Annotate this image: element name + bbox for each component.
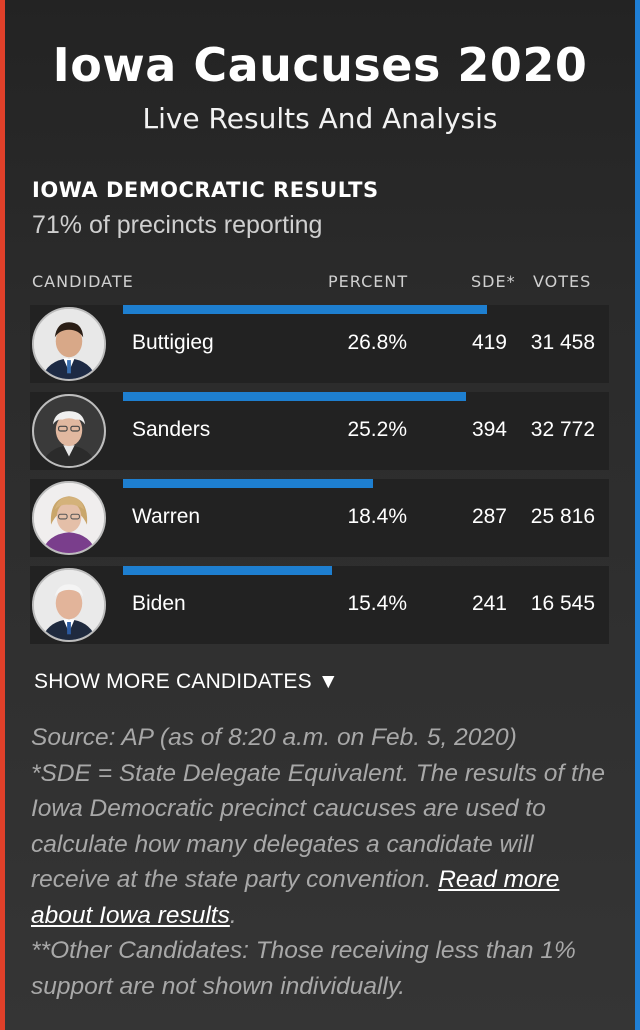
results-notes: Source: AP (as of 8:20 a.m. on Feb. 5, 2… — [31, 720, 611, 1004]
candidate-votes: 16 545 — [530, 592, 595, 615]
table-row: Biden 15.4% 241 16 545 — [30, 566, 609, 644]
candidate-name: Biden — [132, 592, 186, 615]
percent-bar — [123, 392, 466, 401]
sde-note-text: *SDE = State Delegate Equivalent. The re… — [31, 759, 606, 894]
show-more-candidates-button[interactable]: SHOW MORE CANDIDATES ▼ — [34, 670, 339, 693]
column-header-votes: VOTES — [533, 272, 592, 291]
candidate-votes: 25 816 — [530, 505, 595, 528]
left-accent-stripe — [0, 0, 5, 1030]
percent-bar — [123, 479, 374, 488]
candidate-sde: 287 — [471, 505, 507, 528]
page-title: Iowa Caucuses 2020 — [52, 38, 588, 92]
table-row: Buttigieg 26.8% 419 31 458 — [30, 305, 609, 383]
candidate-sde: 419 — [471, 331, 507, 354]
candidate-photo-avatar — [32, 307, 106, 381]
source-note: Source: AP (as of 8:20 a.m. on Feb. 5, 2… — [31, 724, 517, 751]
candidate-photo-avatar — [32, 394, 106, 468]
percent-bar — [123, 566, 333, 575]
candidate-sde: 394 — [471, 418, 507, 441]
other-candidates-note: **Other Candidates: Those receiving less… — [31, 937, 576, 1000]
candidate-name: Buttigieg — [132, 331, 214, 354]
percent-bar — [123, 305, 488, 314]
sde-note-end: . — [229, 901, 237, 929]
section-title: IOWA DEMOCRATIC RESULTS — [32, 178, 379, 202]
candidate-votes: 31 458 — [530, 331, 595, 354]
column-header-sde: SDE* — [471, 272, 516, 291]
column-header-percent: PERCENT — [328, 272, 409, 291]
candidate-percent: 15.4% — [347, 592, 407, 615]
candidate-percent: 18.4% — [347, 505, 407, 528]
candidate-name: Sanders — [132, 418, 211, 441]
candidate-photo-avatar — [32, 568, 106, 642]
candidate-percent: 26.8% — [347, 331, 407, 354]
precincts-reporting: 71% of precincts reporting — [32, 211, 323, 239]
sde-note: *SDE = State Delegate Equivalent. The re… — [31, 756, 611, 934]
candidate-sde: 241 — [471, 592, 507, 615]
candidate-name: Warren — [132, 505, 201, 528]
table-row: Warren 18.4% 287 25 816 — [30, 479, 609, 557]
page-subtitle: Live Results And Analysis — [142, 102, 498, 135]
candidate-photo-avatar — [32, 481, 106, 555]
right-accent-stripe — [635, 0, 640, 1030]
column-header-candidate: CANDIDATE — [32, 272, 134, 291]
read-more-link[interactable]: Read more about Iowa results — [31, 866, 560, 929]
candidate-percent: 25.2% — [347, 418, 407, 441]
table-row: Sanders 25.2% 394 32 772 — [30, 392, 609, 470]
candidate-votes: 32 772 — [530, 418, 595, 441]
